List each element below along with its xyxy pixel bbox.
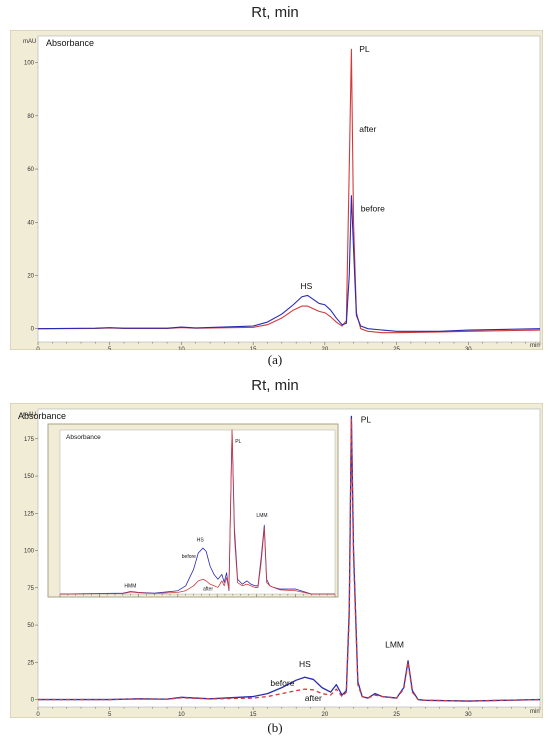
plot-area-a	[37, 35, 541, 343]
y-tick-label: 150	[24, 474, 35, 480]
x-tick-label: 15	[250, 712, 257, 718]
chart-title-a: Absorbance	[46, 38, 94, 48]
x-tick-label: 20	[322, 712, 329, 718]
annotation-before: before	[270, 678, 294, 688]
x-tick-label: 5	[108, 347, 112, 350]
caption-b: (b)	[267, 720, 283, 735]
chromatogram-b: 0 5 10 15 20 25 30 0 25 50 75 100 125 150 175 PL HS LMM b…	[10, 403, 543, 718]
x-unit-b: min	[530, 709, 540, 715]
x-tick-label: 25	[393, 712, 400, 718]
y-unit-b: mAU	[23, 412, 36, 418]
figure-title-b: Rt, min	[251, 377, 299, 394]
x-unit-a: min	[530, 343, 540, 349]
annotation-before: before	[361, 204, 385, 214]
figure-title-a: Rt, min	[251, 4, 299, 21]
y-tick-label: 40	[27, 220, 34, 226]
series-before-line	[59, 429, 335, 595]
y-tick-label: 60	[27, 167, 34, 173]
x-tick-label: 5	[108, 712, 112, 718]
x-tick-label: 10	[178, 347, 185, 350]
y-tick-label: 100	[24, 61, 35, 67]
series-after-line	[38, 418, 541, 702]
x-tick-label: 30	[465, 347, 472, 350]
caption-a: (a)	[267, 352, 283, 367]
series-before-line	[38, 415, 541, 702]
inset-title: Absorbance	[66, 434, 101, 441]
x-tick-label: 25	[393, 347, 400, 350]
annotation-pl: PL	[235, 439, 241, 445]
chromatogram-a: 0 5 10 15 20 25 30 0 20 40 60 80 100 PL after before HS…	[10, 30, 543, 350]
annotation-hs: HS	[197, 538, 205, 544]
series-before-line	[37, 195, 541, 332]
series-after-line	[59, 429, 335, 595]
y-tick-label: 125	[24, 511, 35, 517]
annotation-after: after	[305, 693, 322, 703]
annotation-hmm: HMM	[124, 583, 136, 589]
y-tick-label: 0	[31, 327, 35, 333]
y-tick-label: 175	[24, 437, 35, 443]
y-tick-label: 80	[27, 114, 34, 120]
inset-plot-area	[59, 429, 336, 595]
x-tick-label: 30	[465, 712, 472, 718]
y-tick-label: 50	[27, 623, 34, 629]
annotation-lmm: LMM	[385, 639, 404, 649]
annotation-pl: PL	[361, 414, 372, 424]
annotation-hs: HS	[299, 659, 311, 669]
annotation-after: after	[359, 124, 376, 134]
annotation-pl: PL	[359, 44, 370, 54]
x-tick-label: 15	[250, 347, 257, 350]
annotation-before: before	[182, 554, 196, 560]
y-tick-label: 20	[27, 273, 34, 279]
x-tick-label: 10	[178, 712, 185, 718]
y-unit-a: mAU	[23, 39, 36, 45]
x-tick-label: 0	[36, 347, 40, 350]
x-tick-label: 20	[322, 347, 329, 350]
y-tick-label: 25	[27, 660, 34, 666]
y-tick-label: 100	[24, 549, 35, 555]
y-tick-label: 75	[27, 586, 34, 592]
inset-chart: HMM HS before after PL LMM Absorbance	[47, 423, 339, 598]
x-tick-label: 0	[36, 712, 40, 718]
chart-title-b: Absorbance	[18, 411, 66, 421]
annotation-after: after	[203, 587, 213, 593]
y-tick-label: 0	[31, 698, 35, 704]
annotation-hs: HS	[300, 281, 312, 291]
annotation-lmm: LMM	[256, 513, 267, 519]
